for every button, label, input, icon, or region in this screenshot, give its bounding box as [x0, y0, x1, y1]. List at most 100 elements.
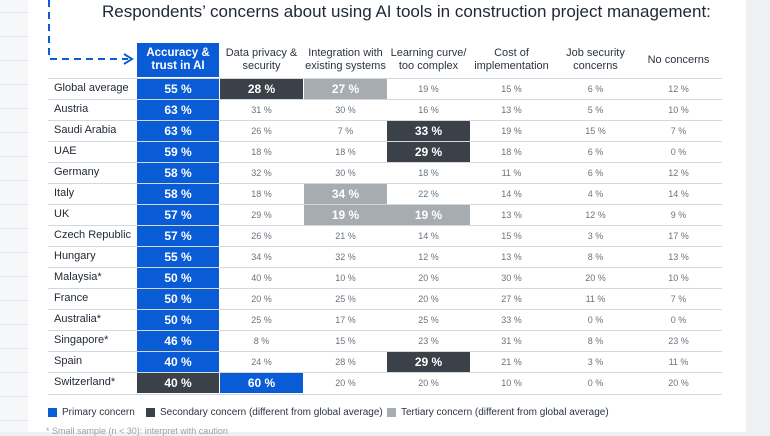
footnote: * Small sample (n < 30): interpret with …	[46, 426, 228, 436]
table-cell: 18 %	[418, 168, 439, 178]
table-cell: 29 %	[387, 352, 470, 372]
row-divider	[48, 267, 722, 268]
table-cell: 12 %	[585, 210, 606, 220]
table-cell: 26 %	[251, 231, 272, 241]
table-cell: 60 %	[220, 373, 303, 393]
table-cell: 32 %	[251, 168, 272, 178]
table-cell: 40 %	[251, 273, 272, 283]
row-label: Malaysia*	[54, 271, 102, 283]
row-divider	[48, 351, 722, 352]
table-cell: 5 %	[587, 105, 604, 115]
row-label: Italy	[54, 187, 75, 199]
table-cell: 23 %	[668, 336, 689, 346]
table-cell: 63 %	[137, 100, 219, 120]
table-cell: 19 %	[501, 126, 522, 136]
row-divider	[48, 120, 722, 121]
table-cell: 0 %	[670, 315, 687, 325]
legend-label: Tertiary concern (different from global …	[401, 407, 609, 418]
row-divider	[48, 394, 722, 395]
table-cell: 11 %	[585, 294, 606, 304]
column-header: Learning curve/ too complex	[390, 47, 467, 72]
table-cell: 19 %	[304, 205, 387, 225]
table-cell: 34 %	[251, 252, 272, 262]
table-cell: 13 %	[501, 105, 522, 115]
table-cell: 31 %	[251, 105, 272, 115]
table-cell: 22 %	[418, 189, 439, 199]
table-cell: 20 %	[418, 273, 439, 283]
table-cell: 50 %	[137, 310, 219, 330]
table-cell: 30 %	[335, 105, 356, 115]
table-cell: 7 %	[670, 126, 687, 136]
panel-divider	[0, 372, 28, 373]
table-cell: 11 %	[501, 168, 522, 178]
row-label: Global average	[54, 82, 129, 94]
table-cell: 13 %	[501, 210, 522, 220]
row-divider	[48, 162, 722, 163]
panel-divider	[0, 420, 28, 421]
table-cell: 25 %	[251, 315, 272, 325]
column-header: Job security concerns	[566, 47, 625, 72]
table-cell: 55 %	[137, 247, 219, 267]
panel-divider	[0, 228, 28, 229]
table-cell: 32 %	[335, 252, 356, 262]
left-panel-edge	[0, 0, 28, 432]
table-cell: 0 %	[670, 147, 687, 157]
panel-divider	[0, 60, 28, 61]
table-cell: 6 %	[587, 168, 604, 178]
row-divider	[48, 309, 722, 310]
panel-divider	[0, 108, 28, 109]
row-divider	[48, 183, 722, 184]
panel-divider	[0, 204, 28, 205]
table-cell: 29 %	[251, 210, 272, 220]
table-cell: 31 %	[501, 336, 522, 346]
table-cell: 25 %	[335, 294, 356, 304]
table-cell: 20 %	[335, 378, 356, 388]
row-label: Australia*	[54, 313, 102, 325]
row-label: Spain	[54, 355, 83, 367]
table-cell: 26 %	[251, 126, 272, 136]
table-cell: 18 %	[251, 147, 272, 157]
panel-divider	[0, 252, 28, 253]
column-header: Cost of implementation	[474, 47, 549, 72]
table-cell: 50 %	[137, 268, 219, 288]
table-cell: 58 %	[137, 184, 219, 204]
table-cell: 19 %	[387, 205, 470, 225]
table-cell: 13 %	[668, 252, 689, 262]
table-cell: 17 %	[335, 315, 356, 325]
row-label: Austria	[54, 103, 89, 115]
table-cell: 46 %	[137, 331, 219, 351]
column-header: Integration with existing systems	[305, 47, 386, 72]
row-divider	[48, 246, 722, 247]
table-cell: 18 %	[251, 189, 272, 199]
row-label: Germany	[54, 166, 100, 178]
table-cell: 20 %	[418, 378, 439, 388]
table-cell: 59 %	[137, 142, 219, 162]
row-label: Switzerland*	[54, 376, 116, 388]
table-cell: 8 %	[587, 336, 604, 346]
table-cell: 28 %	[220, 79, 303, 99]
table-cell: 15 %	[585, 126, 606, 136]
table-cell: 18 %	[501, 147, 522, 157]
table-cell: 30 %	[335, 168, 356, 178]
legend-item: Secondary concern (different from global…	[146, 407, 383, 418]
row-label: Czech Republic	[54, 229, 132, 241]
panel-divider	[0, 132, 28, 133]
table-cell: 58 %	[137, 163, 219, 183]
table-cell: 3 %	[587, 357, 604, 367]
table-cell: 10 %	[668, 273, 689, 283]
table-cell: 0 %	[587, 378, 604, 388]
row-divider	[48, 99, 722, 100]
table-cell: 10 %	[668, 105, 689, 115]
table-cell: 29 %	[387, 142, 470, 162]
table-cell: 12 %	[418, 252, 439, 262]
panel-divider	[0, 324, 28, 325]
legend-swatch	[146, 408, 155, 417]
row-divider	[48, 330, 722, 331]
table-cell: 17 %	[668, 231, 689, 241]
dashed-arrow-icon	[48, 0, 134, 65]
table-cell: 18 %	[335, 147, 356, 157]
table-cell: 34 %	[304, 184, 387, 204]
row-divider	[48, 372, 722, 373]
table-cell: 28 %	[335, 357, 356, 367]
